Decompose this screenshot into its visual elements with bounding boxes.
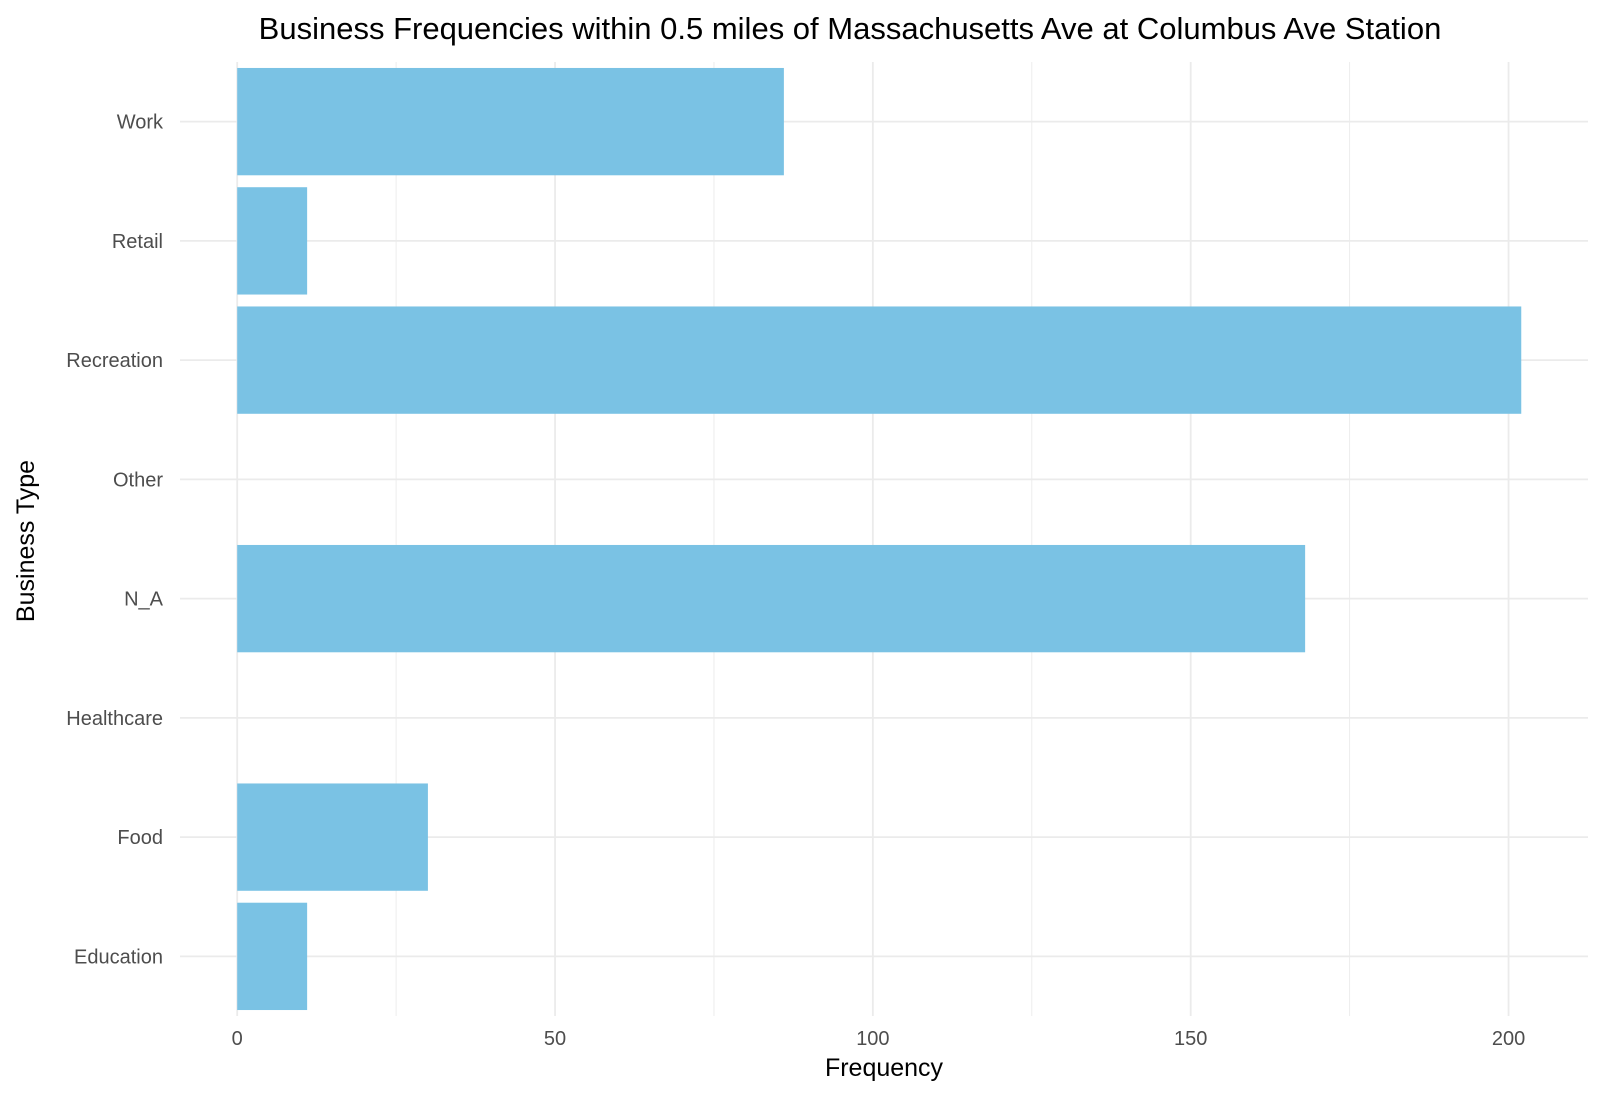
bar-work	[237, 67, 784, 176]
bar-retail	[237, 187, 308, 295]
bar-food	[237, 783, 428, 891]
x-tick-label: 150	[1174, 1028, 1207, 1050]
y-tick-label: N_A	[124, 589, 164, 611]
y-tick-label: Education	[74, 946, 163, 968]
y-axis-title: Business Type	[12, 460, 40, 622]
x-axis-tick-labels: 0 50 100 150 200	[232, 1028, 1526, 1050]
x-tick-label: 100	[856, 1028, 889, 1050]
y-tick-label: Healthcare	[66, 708, 163, 730]
y-tick-label: Retail	[112, 231, 163, 253]
x-tick-label: 200	[1492, 1028, 1525, 1050]
bar-education	[237, 902, 308, 1011]
y-tick-label: Work	[117, 112, 164, 134]
bars	[237, 67, 1522, 1011]
bar-recreation	[237, 306, 1522, 414]
y-tick-label: Food	[117, 827, 163, 849]
x-axis-title: Frequency	[825, 1054, 944, 1082]
bar-n-a	[237, 544, 1306, 653]
y-tick-label: Other	[113, 469, 163, 491]
y-tick-label: Recreation	[66, 350, 163, 372]
y-axis-tick-labels: Education Food Healthcare N_A Other Recreatio…	[66, 112, 164, 969]
x-tick-label: 0	[232, 1028, 243, 1050]
chart-title: Business Frequencies within 0.5 miles of…	[259, 11, 1442, 46]
x-tick-label: 50	[544, 1028, 566, 1050]
